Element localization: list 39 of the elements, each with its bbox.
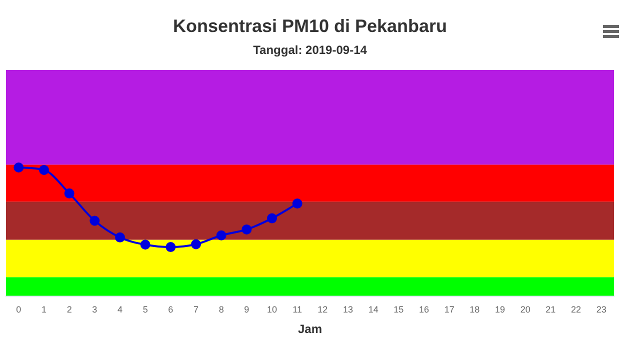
point — [14, 162, 24, 173]
x-tick-label: 11 — [292, 304, 302, 315]
x-tick-label: 6 — [168, 304, 174, 315]
x-tick-label: 13 — [342, 304, 354, 315]
point — [140, 240, 150, 250]
x-tick-label: 3 — [92, 304, 98, 315]
x-tick-label: 16 — [418, 304, 430, 315]
point — [166, 242, 176, 252]
x-tick-label: 20 — [520, 304, 530, 315]
point — [191, 239, 201, 250]
point — [216, 230, 226, 240]
x-tick-label: 9 — [244, 304, 250, 315]
point — [90, 216, 100, 226]
x-tick-label: 7 — [193, 304, 199, 315]
x-tick-label: 10 — [266, 304, 278, 315]
x-axis-title: Jam — [298, 322, 322, 336]
x-tick-label: 22 — [570, 304, 582, 315]
point — [39, 164, 49, 175]
x-tick-label: 18 — [470, 304, 480, 315]
point — [242, 224, 252, 234]
x-tick-label: 4 — [117, 304, 123, 315]
x-tick-label: 8 — [218, 304, 224, 315]
x-tick-label: 2 — [66, 304, 72, 315]
x-tick-label: 1 — [41, 304, 47, 315]
chart-title: Konsentrasi PM10 di Pekanbaru — [172, 16, 448, 36]
point — [292, 198, 302, 209]
x-tick-label: 19 — [494, 304, 506, 315]
x-tick-label: 23 — [596, 304, 606, 315]
x-tick-label: 17 — [444, 304, 454, 315]
x-tick-label: 21 — [546, 304, 556, 315]
point — [115, 232, 125, 242]
x-tick-label: 5 — [142, 304, 148, 315]
point — [64, 188, 74, 198]
x-tick-label: 0 — [16, 304, 22, 315]
x-tick-label: 15 — [394, 304, 404, 315]
x-tick-label: 12 — [318, 304, 328, 315]
chart-subtitle: Tanggal: 2019-09-14 — [253, 43, 368, 58]
point — [267, 213, 277, 224]
x-tick-label: 14 — [368, 304, 378, 315]
